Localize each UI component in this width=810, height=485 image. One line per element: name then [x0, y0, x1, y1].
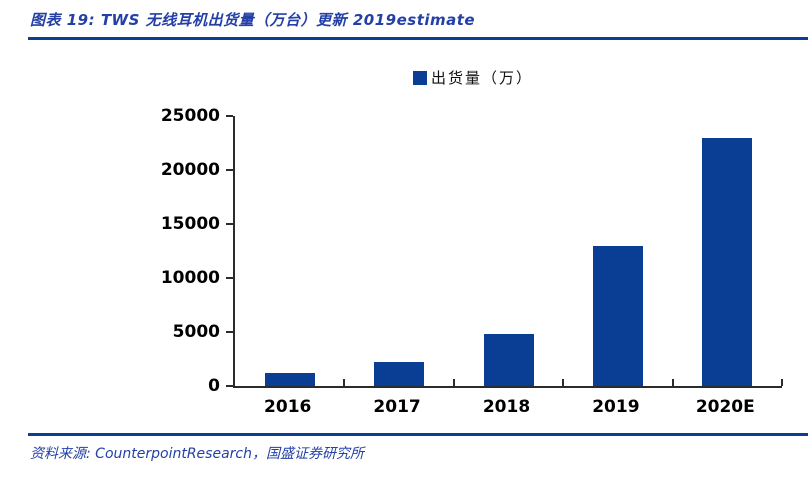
legend-color-swatch-icon — [413, 70, 427, 85]
x-axis-label-2017: 2017 — [373, 397, 421, 417]
x-axis-tick — [671, 379, 674, 386]
y-axis-label: 15000 — [160, 214, 220, 234]
footer-divider-line — [28, 433, 808, 436]
bar-2017 — [374, 362, 425, 386]
y-axis-tick — [226, 169, 233, 171]
y-axis-label: 5000 — [172, 322, 220, 342]
y-axis-tick — [226, 223, 233, 225]
y-axis-tick — [226, 115, 233, 117]
x-axis-tick — [562, 379, 565, 386]
y-axis-label: 20000 — [160, 160, 220, 180]
y-axis-tick — [226, 331, 233, 333]
source-note: 资料来源: CounterpointResearch，国盛证券研究所 — [30, 446, 364, 462]
x-axis-tick — [452, 379, 455, 386]
x-axis-tick — [343, 379, 346, 386]
x-axis-label-2019: 2019 — [592, 397, 640, 417]
bar-2018 — [483, 334, 534, 386]
x-axis-label-2018: 2018 — [482, 397, 531, 417]
y-axis-label: 25000 — [160, 106, 220, 126]
figure-title: 图表 19: TWS 无线耳机出货量（万台）更新 2019estimate — [30, 11, 476, 29]
y-axis-tick — [226, 385, 233, 387]
x-axis-label-2020E: 2020E — [695, 397, 755, 417]
y-axis-label: 0 — [208, 376, 220, 396]
y-axis-tick — [226, 277, 233, 279]
x-axis-tick — [781, 379, 783, 386]
legend-label: 出货量（万） — [431, 69, 534, 87]
x-axis-label-2016: 2016 — [264, 397, 312, 417]
bar-2016 — [264, 373, 315, 386]
chart-legend: 出货量（万） — [413, 67, 533, 88]
plot-area — [233, 116, 783, 388]
bar-2020E — [702, 137, 753, 386]
bar-2019 — [592, 245, 643, 386]
y-axis-label: 10000 — [160, 268, 220, 288]
title-divider-line — [28, 37, 808, 40]
